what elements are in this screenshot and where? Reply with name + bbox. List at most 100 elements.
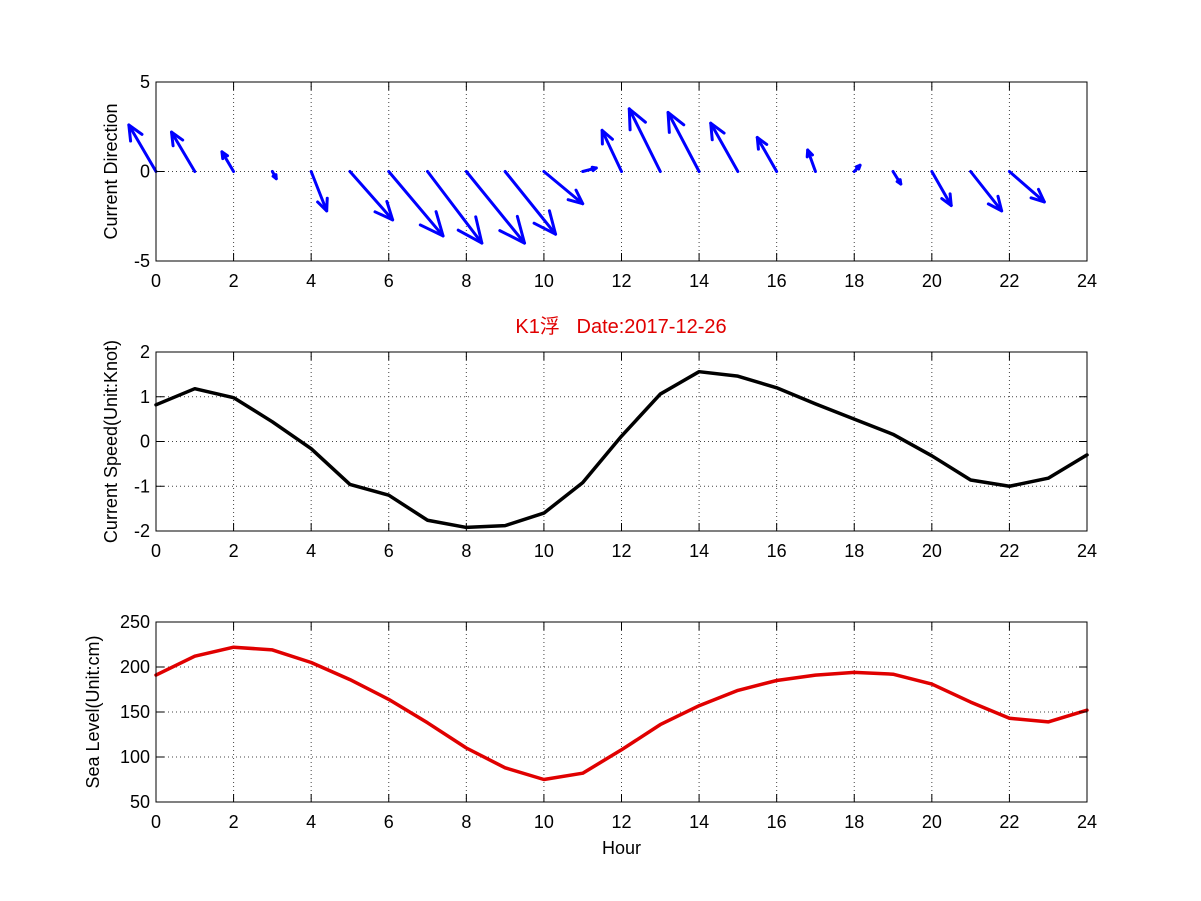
sea-level-xtick-label: 10: [534, 812, 554, 832]
speed-series-line: [154, 369, 1089, 530]
quiver-arrow-head: [316, 196, 329, 213]
quiver-arrow-shaft: [930, 170, 953, 208]
quiver-arrow-shaft: [709, 121, 740, 173]
quiver-arrow-shaft: [309, 170, 329, 213]
sea-level-xtick-label: 6: [384, 812, 394, 832]
quiver-arrow: [627, 107, 662, 173]
speed-ytick-label: -2: [134, 521, 150, 541]
speed-xtick-label: 14: [689, 541, 709, 561]
direction-xtick-label: 8: [461, 271, 471, 291]
quiver-arrow: [600, 128, 623, 173]
quiver-arrow-head: [986, 194, 1004, 213]
quiver-arrow-head: [271, 173, 278, 181]
quiver-arrow-head: [755, 135, 769, 151]
sea-level-xtick-label: 4: [306, 812, 316, 832]
quiver-arrow: [220, 150, 236, 173]
direction-arrows: [127, 107, 1046, 245]
quiver-arrow-head: [590, 165, 598, 173]
quiver-arrow-shaft: [542, 170, 585, 206]
speed-xtick-label: 10: [534, 541, 554, 561]
speed-xtick-label: 6: [384, 541, 394, 561]
figure-title: K1浮 Date:2017-12-26: [515, 315, 726, 338]
quiver-arrow: [170, 130, 197, 173]
quiver-arrow-head: [805, 148, 814, 159]
quiver-arrow: [930, 170, 953, 208]
quiver-arrow-head: [854, 163, 862, 171]
sea-level-xtick-label: 20: [922, 812, 942, 832]
sea-level-ytick-label: 250: [120, 612, 150, 632]
speed-xtick-label: 2: [229, 541, 239, 561]
quiver-arrow: [709, 121, 740, 173]
quiver-arrow-head: [627, 107, 647, 132]
quiver-arrow: [666, 110, 701, 173]
quiver-arrow: [348, 170, 395, 222]
speed-xtick-label: 18: [844, 541, 864, 561]
sea-level-xtick-label: 0: [151, 812, 161, 832]
speed-xtick-label: 0: [151, 541, 161, 561]
quiver-arrow-shaft: [627, 107, 662, 173]
quiver-arrow-shaft: [755, 135, 779, 173]
quiver-arrow: [581, 165, 598, 173]
quiver-arrow-head: [127, 123, 144, 143]
quiver-arrow: [309, 170, 329, 213]
speed-xtick-label: 4: [306, 541, 316, 561]
direction-xtick-label: 4: [306, 271, 316, 291]
quiver-arrow-head: [566, 188, 585, 206]
direction-xtick-label: 18: [844, 271, 864, 291]
quiver-arrow: [426, 170, 484, 245]
sea-level-xtick-label: 18: [844, 812, 864, 832]
sea-level-ytick-label: 100: [120, 747, 150, 767]
quiver-arrow-head: [709, 121, 726, 142]
quiver-arrow-head: [666, 110, 686, 134]
quiver-arrow-shaft: [220, 150, 236, 173]
quiver-arrow: [464, 170, 527, 245]
direction-xtick-label: 16: [767, 271, 787, 291]
quiver-arrow-head: [498, 214, 527, 245]
direction-ytick-label: 5: [140, 72, 150, 92]
quiver-arrow-head: [170, 130, 185, 148]
direction-xtick-label: 24: [1077, 271, 1097, 291]
direction-xtick-label: 10: [534, 271, 554, 291]
sea-level-plot-area: [156, 622, 1087, 802]
sea-level-xtick-label: 14: [689, 812, 709, 832]
direction-ytick-label: 0: [140, 162, 150, 182]
speed-xtick-label: 20: [922, 541, 942, 561]
sea-level-xtick-label: 24: [1077, 812, 1097, 832]
direction-xtick-label: 2: [229, 271, 239, 291]
quiver-arrow-head: [1029, 187, 1046, 204]
quiver-arrow: [503, 170, 558, 236]
quiver-arrow-head: [532, 209, 558, 236]
sea-level-xtick-label: 8: [461, 812, 471, 832]
quiver-arrow: [852, 163, 862, 173]
quiver-arrow: [1007, 170, 1046, 204]
speed-plot-area: [156, 352, 1087, 531]
speed-xtick-label: 24: [1077, 541, 1097, 561]
quiver-arrow: [805, 148, 817, 173]
sea-level-xtick-label: 2: [229, 812, 239, 832]
quiver-arrow-head: [940, 192, 953, 208]
direction-xtick-label: 14: [689, 271, 709, 291]
speed-xtick-label: 12: [611, 541, 631, 561]
quiver-arrow: [387, 170, 445, 238]
speed-xtick-label: 8: [461, 541, 471, 561]
quiver-arrow: [969, 170, 1004, 213]
direction-ytick-label: -5: [134, 251, 150, 271]
sea-level-ytick-label: 50: [130, 792, 150, 812]
quiver-arrow-shaft: [127, 123, 158, 173]
quiver-arrow-head: [373, 199, 395, 222]
direction-xtick-label: 12: [611, 271, 631, 291]
quiver-arrow-head: [220, 150, 230, 161]
quiver-arrow-shaft: [806, 148, 817, 173]
quiver-arrow-head: [895, 178, 903, 186]
quiver-arrow-head: [418, 210, 445, 238]
sea-level-series-line: [154, 645, 1089, 782]
quiver-arrow-shaft: [170, 130, 197, 173]
direction-ylabel: Current Direction: [101, 103, 121, 239]
quiver-arrow-head: [456, 215, 484, 245]
quiver-arrow: [127, 123, 158, 173]
quiver-arrow: [270, 170, 278, 181]
speed-xtick-label: 16: [767, 541, 787, 561]
